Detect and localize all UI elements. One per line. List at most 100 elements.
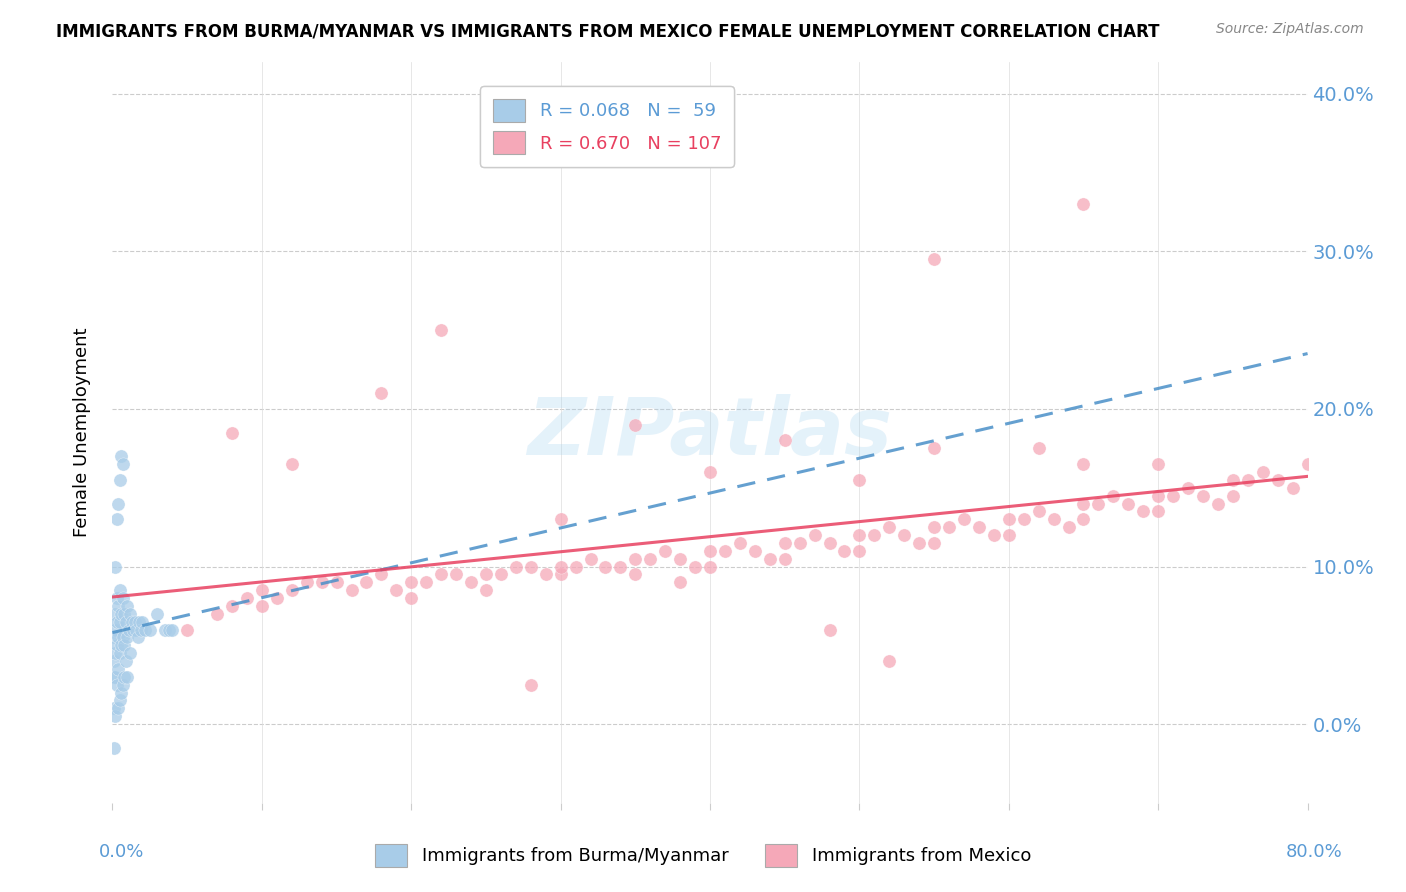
Point (107, 496, 129, 510)
Point (104, 646, 127, 660)
Point (550, 567, 572, 582)
Point (111, 591, 134, 605)
Point (122, 623, 145, 637)
Point (125, 623, 148, 637)
Point (848, 473, 870, 487)
Point (609, 559, 631, 574)
Point (110, 685, 132, 699)
Point (1222, 473, 1244, 487)
Point (117, 631, 139, 645)
Point (114, 638, 135, 652)
Point (683, 559, 706, 574)
Point (127, 631, 149, 645)
Point (1028, 504, 1050, 518)
Point (430, 323, 453, 337)
Point (640, 551, 662, 566)
Point (120, 607, 142, 621)
Point (759, 551, 782, 566)
Point (118, 623, 141, 637)
Point (121, 615, 143, 629)
Point (111, 678, 134, 692)
Point (699, 465, 721, 479)
Point (295, 575, 318, 590)
Point (863, 528, 886, 542)
Point (103, 670, 125, 684)
Point (699, 559, 721, 574)
Point (624, 567, 647, 582)
Point (128, 615, 150, 629)
Point (110, 638, 132, 652)
Point (1118, 496, 1140, 510)
Point (281, 583, 304, 598)
Point (908, 536, 931, 550)
Point (115, 615, 138, 629)
Point (385, 583, 408, 598)
Point (834, 543, 856, 558)
Point (1147, 489, 1170, 503)
Point (236, 591, 259, 605)
Point (1028, 442, 1050, 456)
Point (162, 623, 183, 637)
Point (550, 512, 572, 526)
Point (1073, 512, 1095, 526)
Point (370, 386, 392, 401)
Point (624, 417, 647, 432)
Point (534, 567, 557, 582)
Point (1296, 457, 1319, 471)
Point (104, 709, 127, 723)
Point (108, 615, 131, 629)
Point (221, 425, 243, 440)
Point (505, 559, 527, 574)
Point (111, 457, 134, 471)
Point (114, 670, 135, 684)
Point (789, 536, 811, 550)
Point (340, 583, 363, 598)
Point (103, 631, 125, 645)
Point (104, 559, 127, 574)
Point (1222, 489, 1244, 503)
Point (1073, 197, 1095, 211)
Point (1132, 504, 1154, 518)
Point (120, 646, 142, 660)
Point (489, 567, 512, 582)
Y-axis label: Female Unemployment: Female Unemployment (73, 328, 91, 537)
Point (105, 615, 128, 629)
Point (803, 528, 825, 542)
Point (922, 520, 945, 534)
Point (104, 607, 127, 621)
Text: Source: ZipAtlas.com: Source: ZipAtlas.com (1216, 22, 1364, 37)
Point (475, 567, 498, 582)
Point (311, 575, 333, 590)
Legend: R = 0.068   N =  59, R = 0.670   N = 107: R = 0.068 N = 59, R = 0.670 N = 107 (479, 87, 734, 167)
Point (595, 559, 617, 574)
Point (1073, 496, 1095, 510)
Point (1267, 473, 1289, 487)
Point (1057, 520, 1080, 534)
Point (131, 615, 153, 629)
Point (550, 559, 572, 574)
Text: 0.0%: 0.0% (98, 843, 143, 861)
Point (401, 591, 423, 605)
Point (699, 543, 721, 558)
Point (250, 583, 273, 598)
Point (134, 623, 156, 637)
Point (669, 551, 692, 566)
Text: 80.0%: 80.0% (1286, 843, 1343, 861)
Point (105, 512, 128, 526)
Point (139, 623, 162, 637)
Point (520, 678, 543, 692)
Point (998, 512, 1021, 526)
Point (129, 623, 152, 637)
Point (104, 670, 127, 684)
Point (108, 473, 131, 487)
Point (998, 528, 1021, 542)
Point (444, 567, 467, 582)
Point (108, 583, 131, 598)
Point (107, 599, 129, 613)
Point (938, 520, 960, 534)
Point (103, 740, 125, 755)
Point (205, 607, 228, 621)
Point (818, 536, 841, 550)
Point (110, 449, 132, 463)
Point (124, 615, 146, 629)
